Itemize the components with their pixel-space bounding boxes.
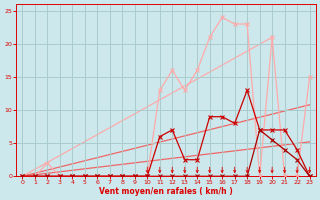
X-axis label: Vent moyen/en rafales ( km/h ): Vent moyen/en rafales ( km/h )	[99, 187, 233, 196]
